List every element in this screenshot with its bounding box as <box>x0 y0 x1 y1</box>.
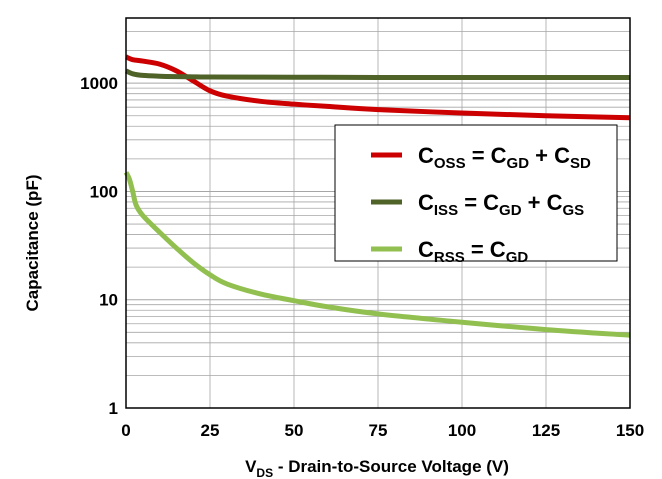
x-axis-title-rest: - Drain-to-Source Voltage (V) <box>273 457 509 476</box>
legend-label-2: CRSS​ = CGD​ <box>418 237 528 266</box>
series-line-1 <box>124 68 630 80</box>
x-tick-label: 100 <box>448 421 476 440</box>
y-tick-label: 10 <box>99 291 118 310</box>
legend-label-0: COSS​ = CGD​ + CSD​ <box>418 143 591 172</box>
x-tick-label: 50 <box>285 421 304 440</box>
y-tick-label: 1000 <box>80 74 118 93</box>
x-tick-label: 125 <box>532 421 560 440</box>
x-tick-label: 75 <box>369 421 388 440</box>
legend-label-1: CISS​ = CGD​ + CGS​ <box>418 190 584 219</box>
y-axis-ticks: 1 10 100 1000 <box>80 74 118 418</box>
x-axis-ticks: 0 25 50 75 100 125 150 <box>121 421 644 440</box>
x-tick-label: 25 <box>201 421 220 440</box>
y-tick-label: 1 <box>109 399 118 418</box>
x-axis-title-main: V <box>245 457 257 476</box>
legend: COSS​ = CGD​ + CSD​ CISS​ = CGD​ + CGS​ CR… <box>334 124 618 266</box>
plot-frame <box>125 17 631 409</box>
y-tick-label: 100 <box>90 182 118 201</box>
x-axis-title: VDS - Drain-to-Source Voltage (V) <box>245 457 509 479</box>
x-tick-label: 0 <box>121 421 130 440</box>
series-lines <box>123 54 631 338</box>
x-axis-title-subscript: DS <box>256 466 273 479</box>
series-line-2 <box>123 171 631 338</box>
series-line-0 <box>124 54 631 121</box>
y-axis-title: Capacitance (pF) <box>23 175 42 312</box>
legend-box <box>334 124 618 262</box>
x-tick-label: 150 <box>616 421 644 440</box>
